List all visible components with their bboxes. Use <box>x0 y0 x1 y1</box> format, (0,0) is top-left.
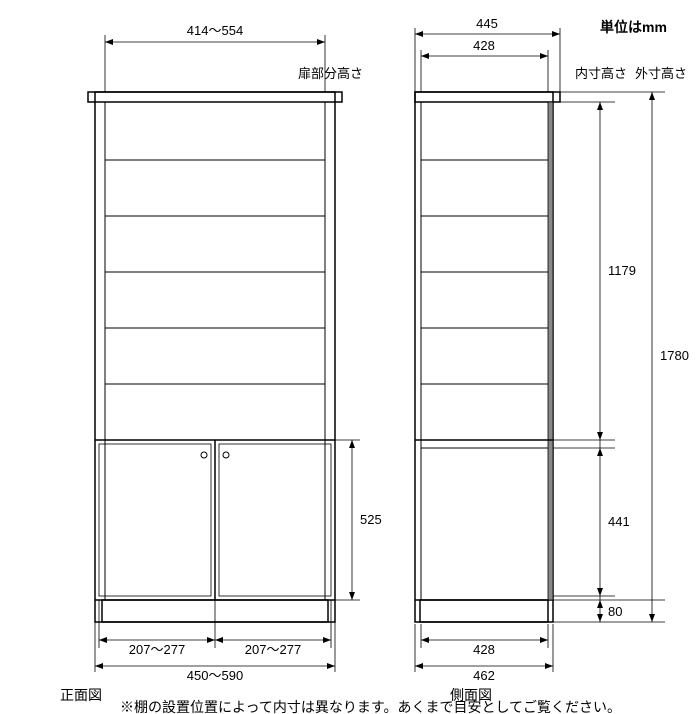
dim-side-top-inner-val: 428 <box>473 38 495 53</box>
dim-front-bottom-width: 450～590 <box>187 668 243 683</box>
dim-door-h-val: 525 <box>360 512 382 527</box>
label-inner-h: 内寸高さ <box>575 66 627 81</box>
dim-side-top-inner: 428 <box>421 38 548 92</box>
door-handle-left <box>201 452 207 458</box>
dim-front-top: 414～554 <box>105 23 325 92</box>
dim-door-right: 207～277 <box>245 642 301 657</box>
dim-side-top-outer: 445 <box>415 16 560 92</box>
dim-side-top-outer-val: 445 <box>476 16 498 31</box>
dim-door-height: 525 <box>335 440 382 600</box>
dim-door-widths: 207～277 207～277 <box>99 600 331 657</box>
dim-side-bot-inner: 428 <box>421 624 548 657</box>
front-title: 正面図 <box>60 687 102 703</box>
front-shelves <box>105 160 325 384</box>
label-outer-h: 外寸高さ <box>635 66 687 81</box>
diagram-canvas: 414～554 扉部分高さ 525 207～277 207～277 <box>0 0 700 714</box>
side-shelves <box>421 160 548 384</box>
dim-door-left: 207～277 <box>129 642 185 657</box>
unit-label: 単位はmm <box>600 19 667 35</box>
note-text: ※棚の設置位置によって内寸は異なります。あくまで目安としてご覧ください。 <box>120 699 621 714</box>
dim-side-bot-inner-val: 428 <box>473 642 495 657</box>
dim-upper-inner: 1179 <box>608 263 636 278</box>
door-handle-right <box>223 452 229 458</box>
dim-base-h: 80 <box>608 604 622 619</box>
dim-front-top-width: 414～554 <box>187 23 243 38</box>
side-view: 単位はmm 内寸高さ 外寸高さ 445 428 <box>415 16 689 703</box>
dim-total-h: 1780 <box>660 348 689 363</box>
front-view: 414～554 扉部分高さ 525 207～277 207～277 <box>60 23 382 703</box>
label-door-height: 扉部分高さ <box>298 66 363 81</box>
dim-lower-inner: 441 <box>608 514 630 529</box>
dim-side-bot-outer-val: 462 <box>473 668 495 683</box>
